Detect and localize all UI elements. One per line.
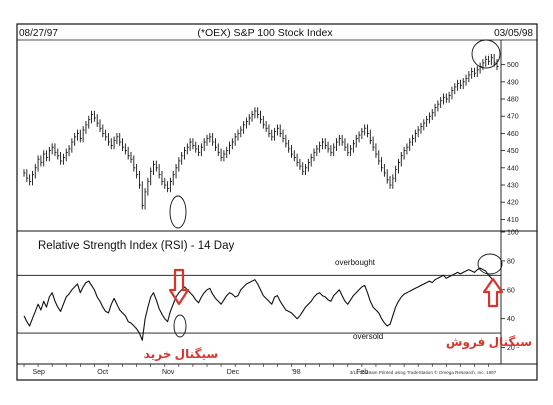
- chart-frame: [16, 23, 538, 381]
- rsi-tick-label: 40: [507, 316, 515, 323]
- price-tick-label: 420: [507, 200, 519, 207]
- price-y-ticks: 410 420 430 440 450 460 470 480 490 500: [501, 62, 519, 224]
- footer-note: 3/11 10:48am Printed using TradeStation …: [350, 369, 497, 375]
- rsi-tick-label: 20: [507, 345, 515, 352]
- chart-title: (*OEX) S&P 100 Stock Index: [197, 27, 333, 39]
- rsi-line-group: [23, 267, 498, 341]
- price-tick-label: 440: [507, 165, 519, 172]
- rsi-y-ticks: 20 40 60 80 100: [501, 230, 519, 352]
- rsi-tick-label: 60: [507, 287, 515, 294]
- end-date: 03/05/98: [494, 28, 533, 39]
- rsi-title: Relative Strength Index (RSI) - 14 Day: [38, 240, 234, 252]
- price-tick-label: 470: [507, 114, 519, 121]
- x-axis-ticks: Sep Oct Nov Dec '98 Feb: [23, 364, 489, 376]
- price-tick-label: 460: [507, 131, 519, 138]
- oversold-label: oversold: [353, 332, 383, 341]
- price-tick-label: 480: [507, 97, 519, 104]
- price-low-circle: [169, 195, 187, 229]
- buy-signal-label: سیگنال خرید: [144, 347, 218, 361]
- price-tick-label: 430: [507, 183, 519, 190]
- x-tick-label: Dec: [227, 369, 240, 376]
- x-tick-label: Oct: [97, 369, 108, 376]
- buy-arrow: [168, 268, 190, 306]
- sell-signal-label: سیگنال فروش: [446, 335, 532, 350]
- price-tick-label: 450: [507, 148, 519, 155]
- rsi-level-lines: [17, 274, 501, 334]
- rsi-overbought-circle: [477, 253, 503, 275]
- x-tick-label: Feb: [356, 369, 368, 376]
- price-bars: [23, 53, 499, 210]
- x-tick-label: Nov: [162, 369, 175, 376]
- rsi-line: [23, 267, 498, 341]
- overbought-label: overbought: [335, 258, 376, 267]
- price-top-circle: [471, 39, 501, 69]
- rsi-oversold-circle: [173, 314, 187, 338]
- rsi-tick-label: 80: [507, 258, 515, 265]
- sell-arrow: [482, 277, 504, 308]
- price-tick-label: 500: [507, 62, 519, 69]
- price-tick-label: 490: [507, 79, 519, 86]
- x-tick-label: '98: [291, 369, 300, 376]
- x-tick-label: Sep: [32, 369, 45, 376]
- rsi-tick-label: 100: [507, 230, 519, 237]
- start-date: 08/27/97: [19, 28, 58, 39]
- price-tick-label: 410: [507, 217, 519, 224]
